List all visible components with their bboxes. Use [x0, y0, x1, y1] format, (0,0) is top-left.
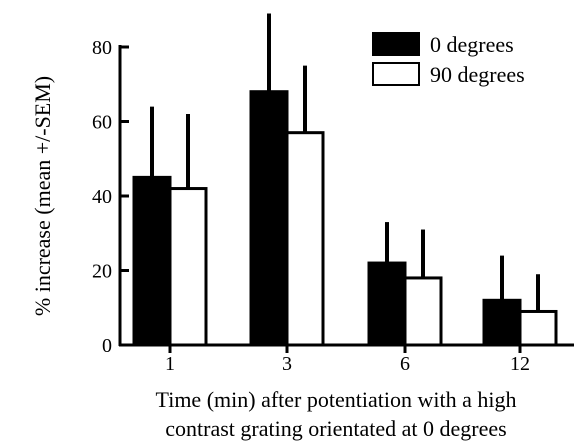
bar-90-degrees-12	[518, 309, 558, 347]
y-axis-title: % increase (mean +/-SEM)	[30, 76, 55, 316]
bar-0-degrees-1	[132, 175, 172, 347]
y-tick-label-40: 40	[92, 186, 112, 208]
bar-90-degrees-1	[168, 187, 208, 347]
bar-90-degrees-6	[403, 276, 443, 347]
y-tick-label-80: 80	[92, 37, 112, 59]
legend-swatch-0-degrees	[372, 32, 420, 56]
legend-label-0-degrees: 0 degrees	[430, 32, 514, 57]
error-bars-layer	[150, 13, 540, 312]
bar-0-degrees-6	[367, 261, 407, 347]
legend: 0 degrees 90 degrees	[372, 32, 525, 87]
y-tick-label-0: 0	[102, 335, 112, 357]
y-tick-label-60: 60	[92, 112, 112, 134]
y-tick-label-20: 20	[92, 261, 112, 283]
legend-label-90-degrees: 90 degrees	[430, 62, 525, 87]
x-tick-label-1: 1	[165, 353, 175, 375]
x-tick-label-6: 6	[400, 353, 410, 375]
bar-90-degrees-3	[285, 131, 325, 347]
ticks-layer: 0 20 40 60 80 1 3 6 12	[92, 37, 530, 375]
legend-swatch-90-degrees	[372, 62, 420, 86]
bars-layer	[132, 90, 558, 347]
x-tick-label-12: 12	[510, 353, 530, 375]
bar-0-degrees-12	[482, 298, 522, 347]
x-tick-label-3: 3	[282, 353, 292, 375]
x-axis-title-line-1: Time (min) after potentiation with a hig…	[156, 387, 517, 412]
x-axis-title-line-2: contrast grating orientated at 0 degrees	[165, 416, 506, 441]
bar-0-degrees-3	[249, 90, 289, 347]
